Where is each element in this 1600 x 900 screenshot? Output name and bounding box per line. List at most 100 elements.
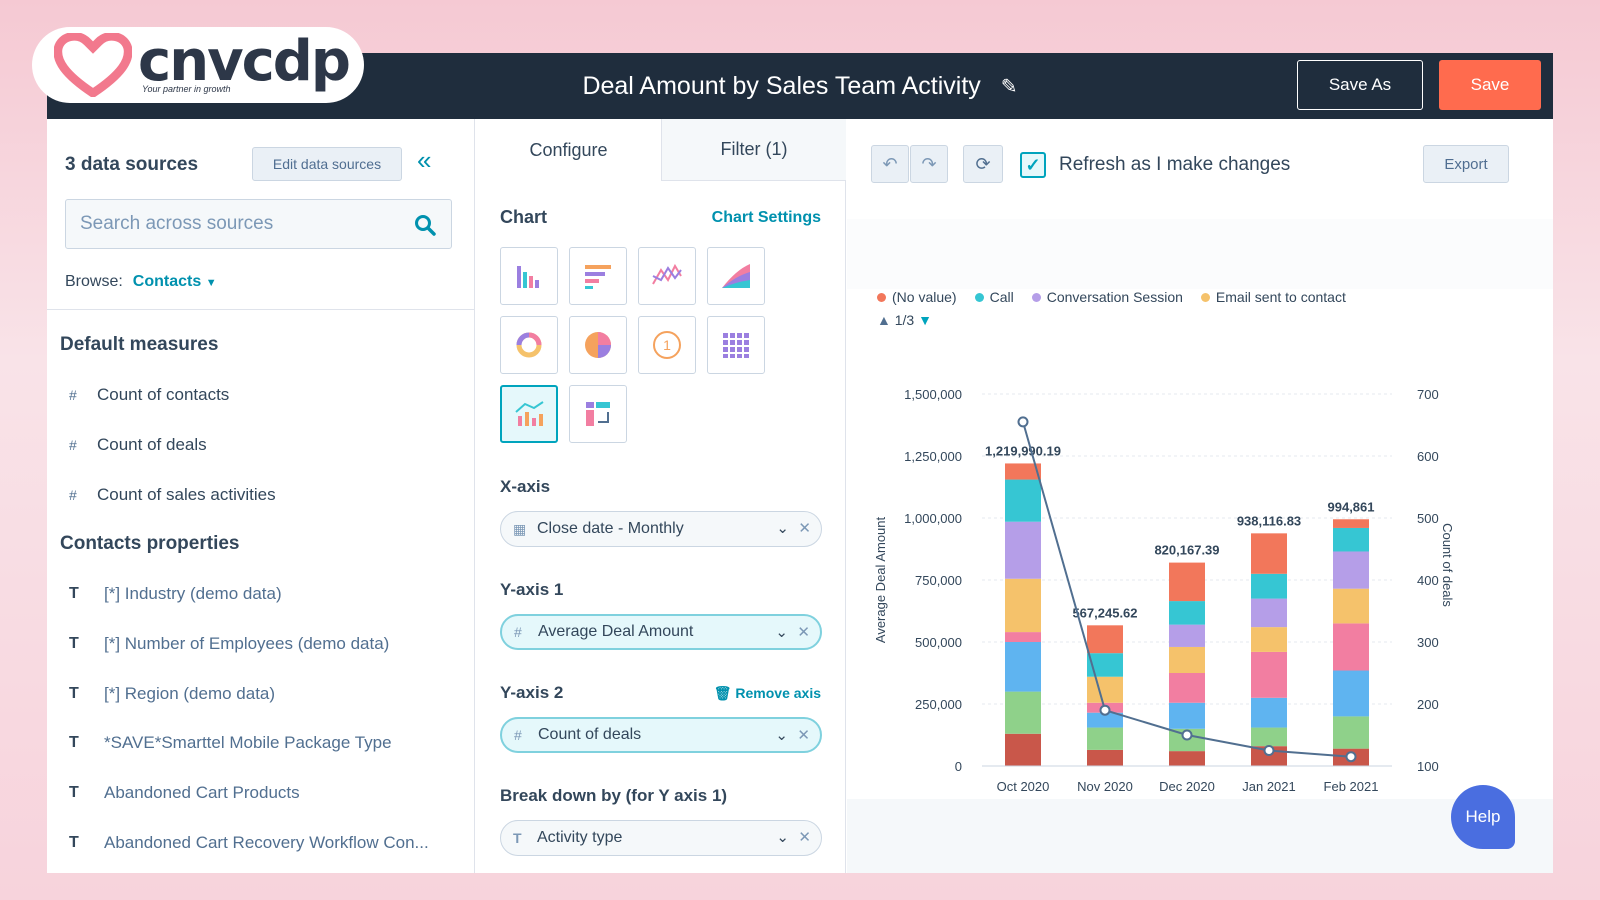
property-item[interactable]: T [*] Industry (demo data)	[69, 584, 282, 604]
bar-segment[interactable]	[1333, 588, 1369, 624]
chart-type-combination[interactable]	[500, 385, 558, 443]
tab-filter[interactable]: Filter (1)	[661, 119, 846, 181]
bar-segment[interactable]	[1005, 463, 1041, 480]
property-item[interactable]: T [*] Region (demo data)	[69, 684, 275, 704]
bar-segment[interactable]	[1251, 573, 1287, 599]
edit-data-sources-button[interactable]: Edit data sources	[252, 147, 402, 181]
kpi-number-icon: 1	[653, 331, 681, 359]
undo-button[interactable]: ↶	[871, 145, 909, 183]
bar-segment[interactable]	[1005, 479, 1041, 522]
chevron-down-icon[interactable]: ⌄	[775, 624, 788, 641]
bar-segment[interactable]	[1251, 727, 1287, 747]
refresh-button[interactable]: ⟳	[963, 145, 1003, 183]
chart-type-kpi[interactable]: 1	[638, 316, 696, 374]
save-button[interactable]: Save	[1439, 60, 1541, 110]
triangle-down-icon[interactable]: ▼	[918, 312, 932, 328]
line-point[interactable]	[1099, 704, 1111, 716]
y2-tick-label: 200	[1417, 697, 1439, 712]
chart-type-pivot[interactable]	[569, 385, 627, 443]
bar-segment[interactable]	[1087, 653, 1123, 677]
collapse-panel-icon[interactable]: «	[417, 145, 432, 175]
property-item[interactable]: T [*] Number of Employees (demo data)	[69, 634, 389, 654]
x-tick-label: Jan 2021	[1242, 779, 1296, 794]
measure-item[interactable]: # Count of sales activities	[69, 485, 276, 505]
chart-type-table[interactable]	[707, 316, 765, 374]
search-input[interactable]	[66, 200, 386, 248]
chart-type-bar[interactable]	[569, 247, 627, 305]
bar-segment[interactable]	[1087, 676, 1123, 703]
bar-segment[interactable]	[1251, 697, 1287, 728]
bar-segment[interactable]	[1169, 673, 1205, 703]
bar-segment[interactable]	[1251, 598, 1287, 628]
triangle-up-icon[interactable]: ▲	[877, 312, 891, 328]
help-button[interactable]: Help	[1451, 785, 1515, 849]
chevron-down-icon[interactable]: ⌄	[776, 520, 789, 537]
bar-segment[interactable]	[1005, 691, 1041, 734]
line-point[interactable]	[1181, 729, 1193, 741]
bar-segment[interactable]	[1087, 625, 1123, 654]
bar-segment[interactable]	[1251, 627, 1287, 652]
tab-configure[interactable]: Configure	[476, 119, 661, 181]
bar-segment[interactable]	[1169, 751, 1205, 766]
pencil-icon[interactable]: ✎	[1000, 75, 1018, 98]
bar-segment[interactable]	[1333, 623, 1369, 671]
legend-item[interactable]: Email sent to contact	[1200, 289, 1346, 305]
y-axis-1-field[interactable]: # Average Deal Amount ⌄ ✕	[500, 614, 822, 650]
bar-segment[interactable]	[1169, 646, 1205, 673]
chevron-down-icon[interactable]: ⌄	[775, 727, 788, 744]
legend-item[interactable]: Call	[974, 289, 1014, 305]
close-icon[interactable]: ✕	[797, 727, 810, 744]
bar-segment[interactable]	[1333, 670, 1369, 717]
measure-item[interactable]: # Count of deals	[69, 435, 207, 455]
bar-segment[interactable]	[1333, 551, 1369, 589]
chart-type-line[interactable]	[638, 247, 696, 305]
save-as-button[interactable]: Save As	[1297, 60, 1423, 110]
bar-segment[interactable]	[1005, 578, 1041, 633]
bar-segment[interactable]	[1169, 562, 1205, 602]
bar-segment[interactable]	[1005, 521, 1041, 579]
bar-segment[interactable]	[1087, 712, 1123, 728]
close-icon[interactable]: ✕	[797, 624, 810, 641]
bar-segment[interactable]	[1251, 533, 1287, 574]
bar-segment[interactable]	[1333, 527, 1369, 552]
remove-axis-link[interactable]: 🗑 Remove axis	[714, 685, 821, 702]
bar-segment[interactable]	[1005, 642, 1041, 692]
bar-segment[interactable]	[1169, 702, 1205, 729]
chart-type-pie[interactable]	[569, 316, 627, 374]
bar-segment[interactable]	[1333, 519, 1369, 528]
legend-item[interactable]: Conversation Session	[1031, 289, 1183, 305]
refresh-checkbox[interactable]: ✓	[1020, 152, 1046, 178]
close-icon[interactable]: ✕	[798, 829, 811, 846]
x-axis-field[interactable]: ▦ Close date - Monthly ⌄ ✕	[500, 511, 822, 547]
report-title[interactable]: Deal Amount by Sales Team Activity	[582, 71, 981, 100]
bar-segment[interactable]	[1087, 727, 1123, 750]
chart-type-donut[interactable]	[500, 316, 558, 374]
bar-segment[interactable]	[1169, 624, 1205, 647]
chart-type-area[interactable]	[707, 247, 765, 305]
property-item[interactable]: T Abandoned Cart Recovery Workflow Con...	[69, 833, 429, 853]
bar-segment[interactable]	[1005, 632, 1041, 642]
bar-segment[interactable]	[1333, 716, 1369, 749]
redo-button[interactable]: ↷	[910, 145, 948, 183]
close-icon[interactable]: ✕	[798, 520, 811, 537]
chart-settings-link[interactable]: Chart Settings	[711, 209, 821, 226]
search-icon[interactable]	[413, 213, 437, 237]
bar-segment[interactable]	[1169, 601, 1205, 625]
line-point[interactable]	[1263, 745, 1275, 756]
property-item[interactable]: T *SAVE*Smarttel Mobile Package Type	[69, 733, 392, 753]
property-item[interactable]: T Abandoned Cart Products	[69, 783, 300, 803]
chart-type-column[interactable]	[500, 247, 558, 305]
breakdown-field[interactable]: T Activity type ⌄ ✕	[500, 820, 822, 856]
chevron-down-icon[interactable]: ⌄	[776, 829, 789, 846]
line-point[interactable]	[1345, 751, 1357, 763]
bar-segment[interactable]	[1251, 651, 1287, 698]
line-point[interactable]	[1017, 416, 1029, 428]
export-button[interactable]: Export	[1423, 145, 1509, 183]
browse-dropdown[interactable]: Contacts ▼	[133, 273, 217, 290]
measure-item[interactable]: # Count of contacts	[69, 385, 229, 405]
y2-tick-label: 300	[1417, 635, 1439, 650]
legend-item[interactable]: (No value)	[877, 289, 957, 305]
bar-segment[interactable]	[1087, 749, 1123, 766]
bar-segment[interactable]	[1005, 733, 1041, 766]
y-axis-2-field[interactable]: # Count of deals ⌄ ✕	[500, 717, 822, 753]
